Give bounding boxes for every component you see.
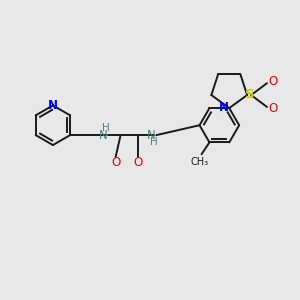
Text: O: O	[134, 156, 143, 170]
Text: N: N	[98, 129, 107, 142]
Text: H: H	[150, 137, 158, 147]
Text: O: O	[268, 75, 278, 88]
Text: N: N	[219, 100, 229, 114]
Text: N: N	[147, 129, 156, 142]
Text: CH₃: CH₃	[190, 157, 208, 167]
Text: O: O	[111, 156, 120, 170]
Text: O: O	[268, 102, 278, 116]
Text: S: S	[245, 88, 255, 100]
Text: N: N	[48, 99, 58, 112]
Text: H: H	[102, 123, 110, 133]
